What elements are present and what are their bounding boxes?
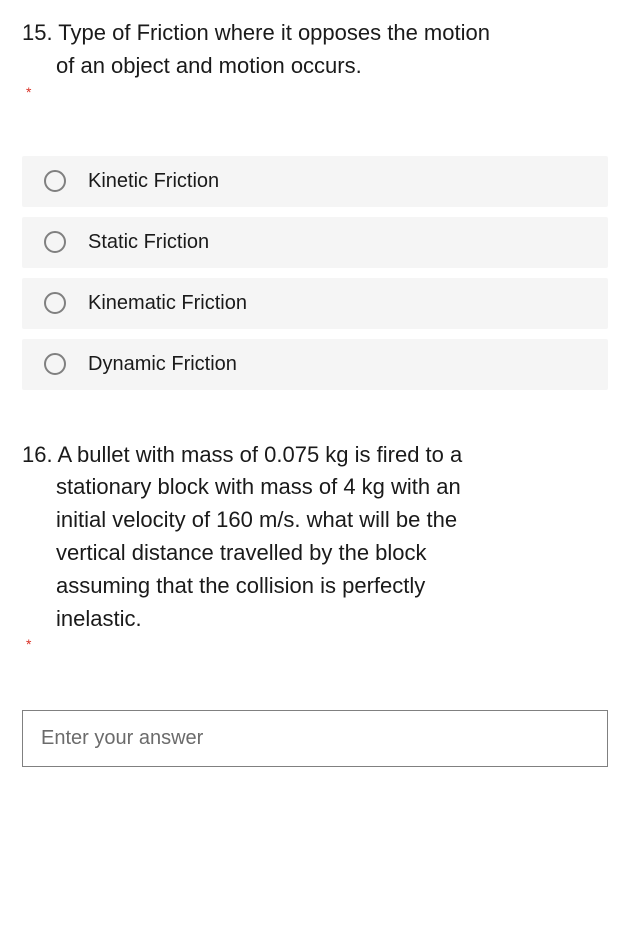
radio-icon bbox=[44, 231, 66, 253]
option-label: Kinetic Friction bbox=[88, 170, 219, 193]
question-16: 16. A bullet with mass of 0.075 kg is fi… bbox=[22, 440, 608, 768]
option-label: Kinematic Friction bbox=[88, 292, 247, 315]
q16-line3: initial velocity of 160 m/s. what will b… bbox=[22, 505, 608, 536]
option-dynamic[interactable]: Dynamic Friction bbox=[22, 339, 608, 390]
required-asterisk: * bbox=[26, 84, 608, 100]
q16-line2: stationary block with mass of 4 kg with … bbox=[22, 472, 608, 503]
required-asterisk: * bbox=[26, 636, 608, 652]
radio-icon bbox=[44, 353, 66, 375]
q16-line4: vertical distance travelled by the block bbox=[22, 538, 608, 569]
answer-placeholder: Enter your answer bbox=[41, 727, 203, 749]
form-container: 15. Type of Friction where it opposes th… bbox=[0, 0, 630, 827]
radio-icon bbox=[44, 170, 66, 192]
q15-line2: of an object and motion occurs. bbox=[22, 51, 608, 82]
radio-icon bbox=[44, 292, 66, 314]
option-static[interactable]: Static Friction bbox=[22, 217, 608, 268]
option-label: Static Friction bbox=[88, 231, 209, 254]
option-kinetic[interactable]: Kinetic Friction bbox=[22, 156, 608, 207]
q16-line5: assuming that the collision is perfectly bbox=[22, 571, 608, 602]
q15-line1: 15. Type of Friction where it opposes th… bbox=[22, 18, 608, 49]
q15-options: Kinetic Friction Static Friction Kinemat… bbox=[22, 156, 608, 390]
q16-line6: inelastic. bbox=[22, 604, 608, 635]
q16-line1: 16. A bullet with mass of 0.075 kg is fi… bbox=[22, 440, 608, 471]
option-kinematic[interactable]: Kinematic Friction bbox=[22, 278, 608, 329]
answer-input[interactable]: Enter your answer bbox=[22, 710, 608, 767]
option-label: Dynamic Friction bbox=[88, 353, 237, 376]
question-15: 15. Type of Friction where it opposes th… bbox=[22, 18, 608, 390]
